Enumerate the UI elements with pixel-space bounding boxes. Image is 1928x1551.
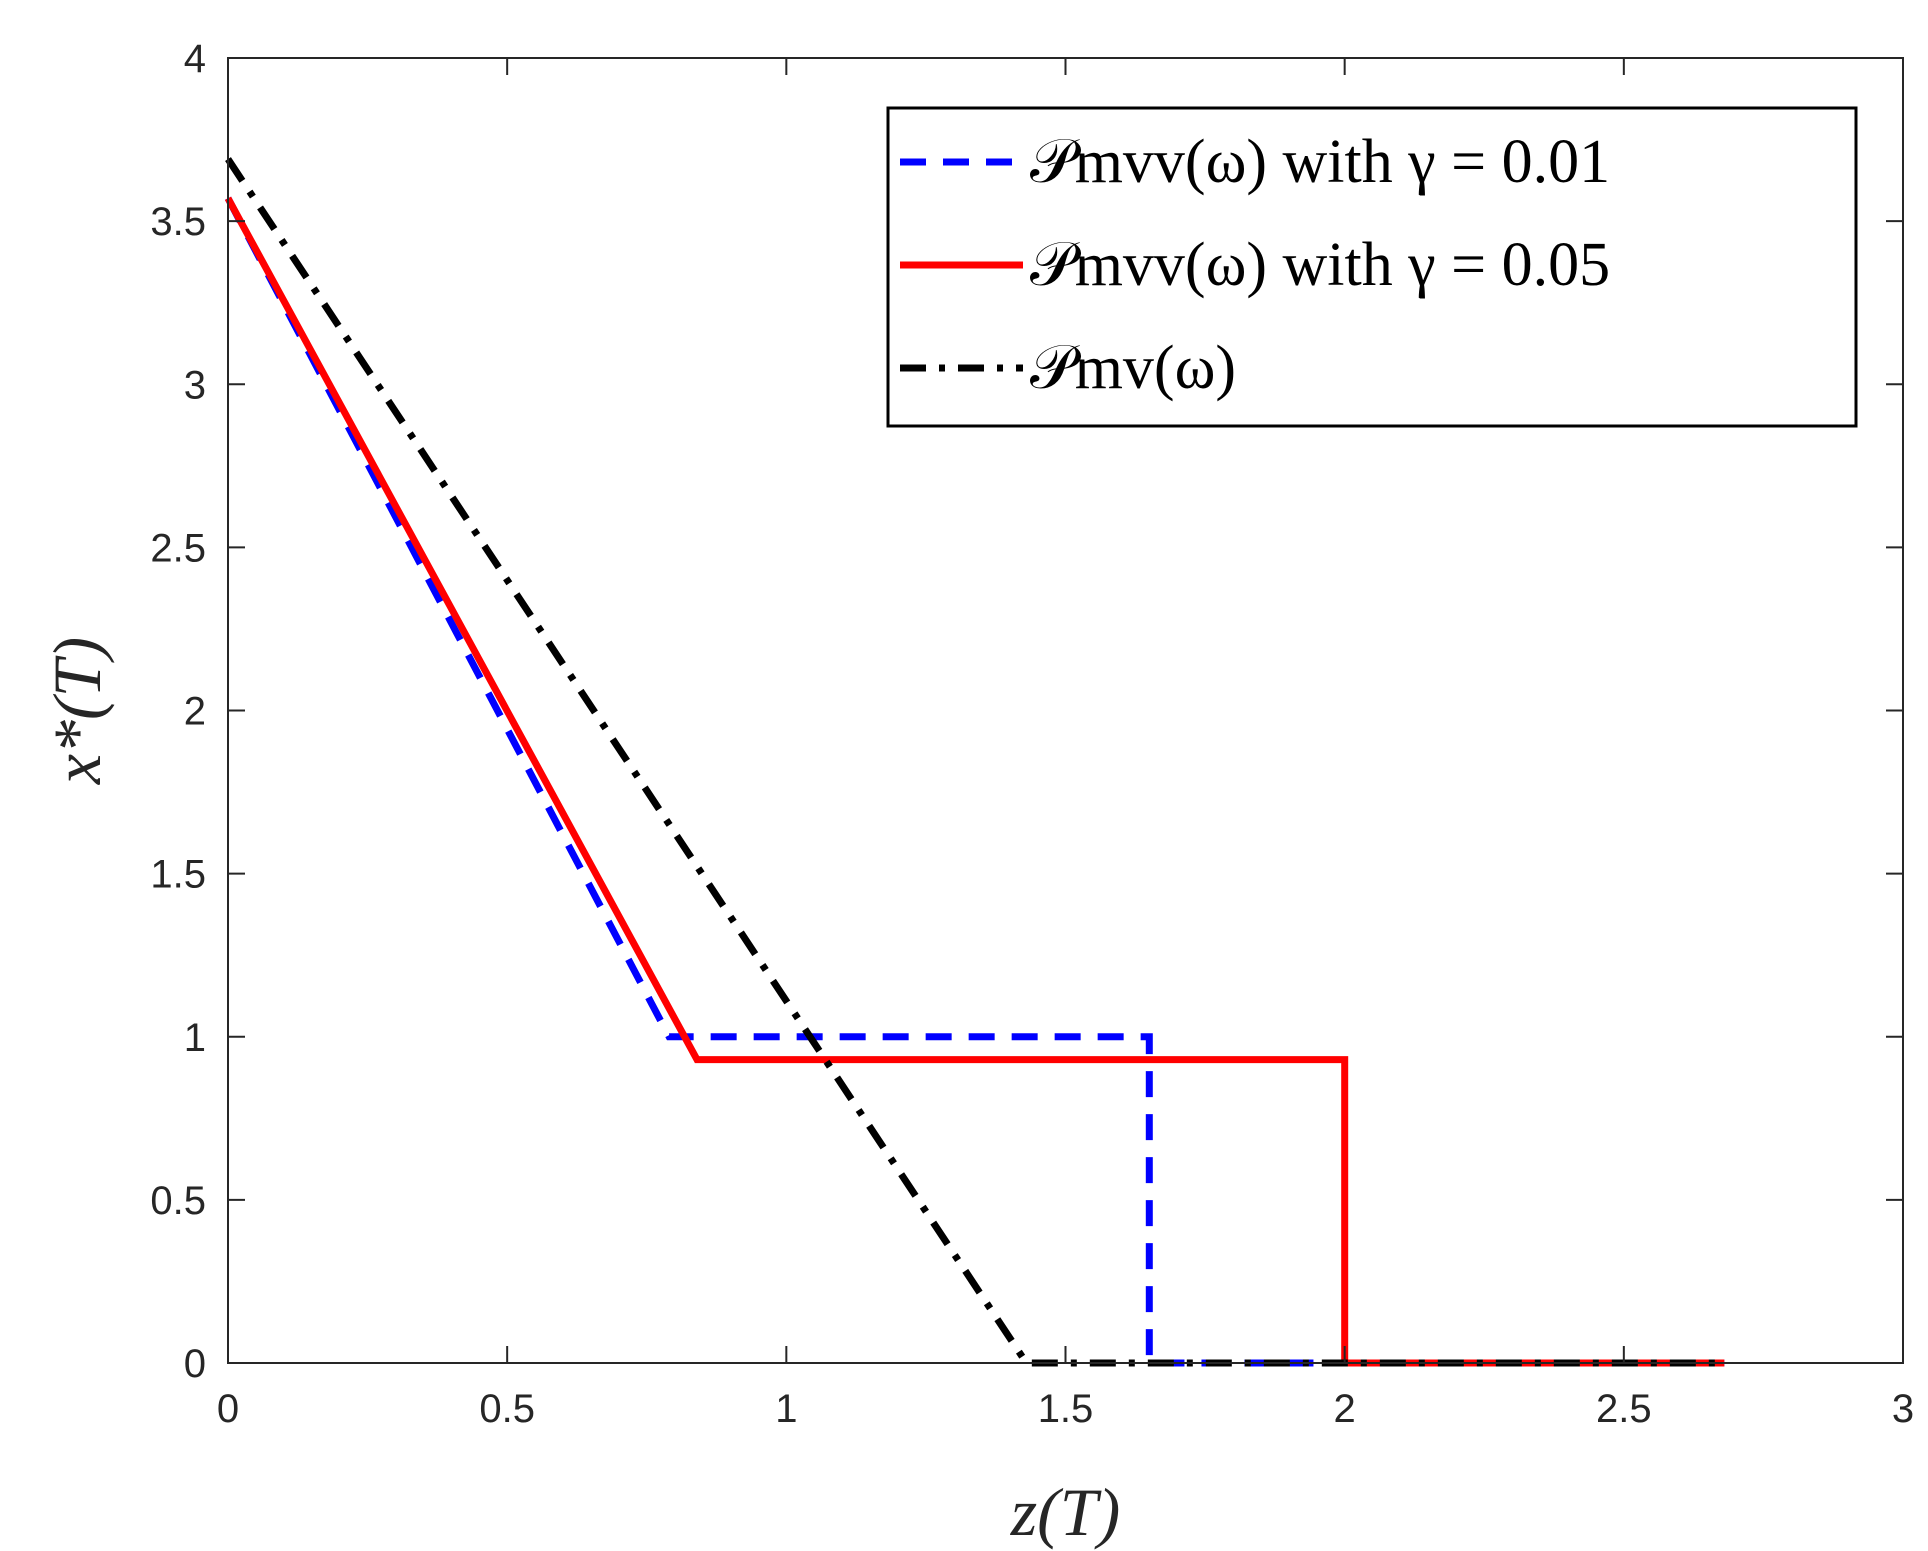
series-line-2 bbox=[225, 157, 1725, 1367]
y-tick-label: 3.5 bbox=[150, 200, 206, 244]
legend: 𝒫mvv(ω) with γ = 0.01 𝒫mvv(ω) with γ = 0.… bbox=[886, 106, 1858, 428]
x-tick-label: 1.5 bbox=[1038, 1387, 1094, 1431]
y-tick-label: 4 bbox=[184, 37, 206, 81]
y-tick-label: 1.5 bbox=[150, 853, 206, 897]
x-tick-label: 1 bbox=[775, 1387, 797, 1431]
x-tick-label: 2.5 bbox=[1596, 1387, 1652, 1431]
legend-label-0: 𝒫mvv(ω) with γ = 0.01 bbox=[1030, 128, 1610, 196]
legend-box bbox=[886, 106, 1858, 428]
y-tick-label: 0.5 bbox=[150, 1179, 206, 1223]
legend-label-2: 𝒫mv(ω) bbox=[1030, 334, 1236, 402]
y-tick-label: 3 bbox=[184, 363, 206, 407]
legend-label-1: 𝒫mvv(ω) with γ = 0.05 bbox=[1030, 231, 1610, 299]
x-tick-label: 0.5 bbox=[479, 1387, 535, 1431]
y-tick-label: 2.5 bbox=[150, 526, 206, 570]
x-tick-label: 3 bbox=[1892, 1387, 1914, 1431]
x-tick-label: 2 bbox=[1334, 1387, 1356, 1431]
axes-layer: 0 0.5 1 1.5 2 2.5 3 0 0.5 1 1.5 2 2.5 3 3.5 4 z(T) x*(T) bbox=[39, 37, 1914, 1550]
x-axis-label: z(T) bbox=[1010, 1474, 1121, 1550]
y-tick-label: 2 bbox=[184, 690, 206, 734]
y-tick-label: 1 bbox=[184, 1016, 206, 1060]
y-axis-label: x*(T) bbox=[39, 637, 115, 785]
y-tick-label: 0 bbox=[184, 1342, 206, 1386]
x-tick-label: 0 bbox=[217, 1387, 239, 1431]
